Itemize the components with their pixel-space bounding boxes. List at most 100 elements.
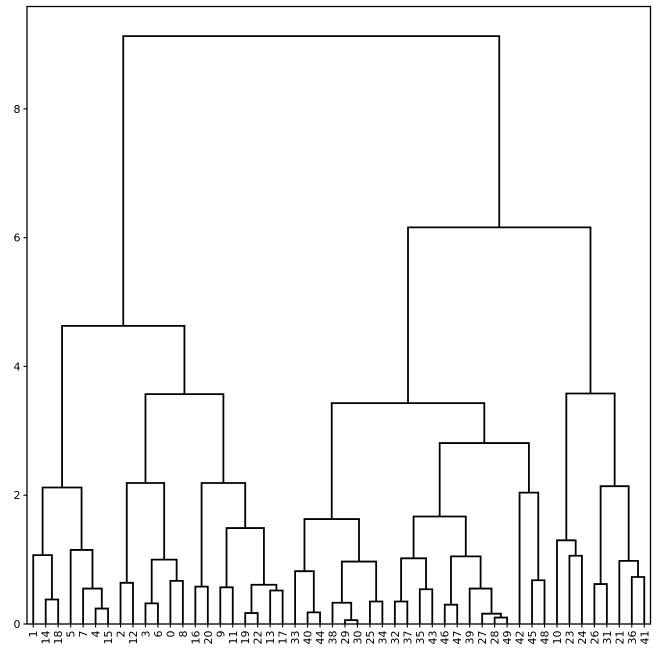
dendrogram-link [468,587,493,624]
axes-spines [26,5,652,625]
x-leaf-label: 24 [576,631,589,645]
dendrogram-link [144,602,159,624]
x-leaf-label: 49 [501,631,514,645]
dendrogram-link [568,554,583,624]
x-leaf-label: 22 [252,631,265,645]
x-leaf-label: 23 [563,631,576,645]
x-leaf-label: 33 [289,631,302,645]
dendrogram-link [200,482,247,587]
dendrogram-link [306,611,321,624]
dendrogram-link [593,583,608,624]
x-leaf-label: 38 [327,631,340,645]
x-leaf-label: 44 [314,631,327,645]
dendrogram-link [82,587,103,624]
x-leaf-label: 29 [339,631,352,645]
x-leaf-label: 25 [364,631,377,645]
dendrogram-link [599,485,630,585]
x-leaf-label: 42 [514,631,527,645]
dendrogram-link [518,491,540,624]
dendrogram-link [122,35,501,326]
dendrogram-link [481,612,502,624]
x-leaf-label: 31 [601,631,614,645]
dendrogram-link [340,560,378,603]
x-leaf-label: 40 [302,631,315,645]
dendrogram-link [294,570,315,624]
y-tick-label: 8 [14,103,21,116]
y-tick-label: 0 [14,618,21,631]
x-leaf-label: 30 [351,631,364,645]
dendrogram-link [330,402,486,520]
dendrogram-link [450,555,482,605]
x-leaf-label: 2 [115,631,128,638]
dendrogram-link [393,600,409,624]
dendrogram-link [344,619,359,624]
x-leaf-label: 17 [277,631,290,645]
dendrogram-link [493,616,508,624]
x-leaf-label: 20 [202,631,215,645]
dendrogram-link [69,549,94,624]
dendrogram-link [303,518,360,572]
x-leaf-label: 37 [401,631,414,645]
x-leaf-label: 18 [52,631,65,645]
dendrogram-link [418,588,434,624]
x-leaf-label: 34 [376,631,389,645]
dendrogram-link [44,598,60,624]
y-tick-label: 4 [14,360,21,373]
x-leaf-label: 48 [539,631,552,645]
x-leaf-label: 10 [551,631,564,645]
x-leaf-label: 3 [139,631,152,638]
x-leaf-label: 11 [227,631,240,645]
dendrogram-link [407,226,592,404]
dendrogram-link [269,589,284,624]
x-leaf-label: 0 [164,631,177,638]
x-leaf-label: 28 [489,631,502,645]
x-leaf-label: 47 [451,631,464,645]
dendrogram-link [531,579,546,624]
x-leaf-label: 36 [626,631,639,645]
x-leaf-label: 16 [189,631,202,645]
dendrogram-link [194,585,209,624]
dendrogram-link [630,576,646,624]
x-leaf-label: 7 [77,631,90,638]
x-leaf-label: 15 [102,631,115,645]
x-leaf-label: 27 [476,631,489,645]
dendrogram-link [169,579,184,624]
y-tick-label: 2 [14,489,21,502]
dendrogram-link [400,557,427,602]
dendrogram-link [41,486,83,556]
dendrogram-link [438,442,530,517]
x-leaf-label: 46 [439,631,452,645]
dendrogram-link [250,583,278,614]
x-leaf-label: 14 [40,631,53,645]
dendrogram-link [219,586,234,624]
x-leaf-label: 5 [65,631,78,638]
dendrogram-link [225,527,265,588]
dendrogram-link [32,554,53,624]
x-leaf-label: 12 [127,631,140,645]
dendrogram-link [244,612,259,624]
dendrogram-link [119,581,134,624]
dendrogram-link [144,393,225,483]
x-leaf-label: 9 [214,631,227,638]
x-leaf-label: 19 [239,631,252,645]
x-leaf-label: 6 [152,631,165,638]
dendrogram-link [556,539,577,624]
dendrogram-link [443,603,459,624]
x-leaf-label: 39 [464,631,477,645]
x-leaf-label: 13 [264,631,277,645]
dendrogram-link [618,559,639,624]
x-leaf-label: 43 [426,631,439,645]
dendrogram-link [565,392,616,541]
y-tick-label: 6 [14,232,21,245]
x-leaf-label: 8 [177,631,190,638]
dendrogram-link [94,607,109,624]
x-leaf-label: 32 [389,631,402,645]
dendrogram-link [61,324,186,488]
x-leaf-label: 41 [638,631,651,645]
x-leaf-label: 45 [526,631,539,645]
x-leaf-label: 1 [27,631,40,638]
dendrogram-link [412,515,467,559]
dendrogram-link [369,600,384,624]
